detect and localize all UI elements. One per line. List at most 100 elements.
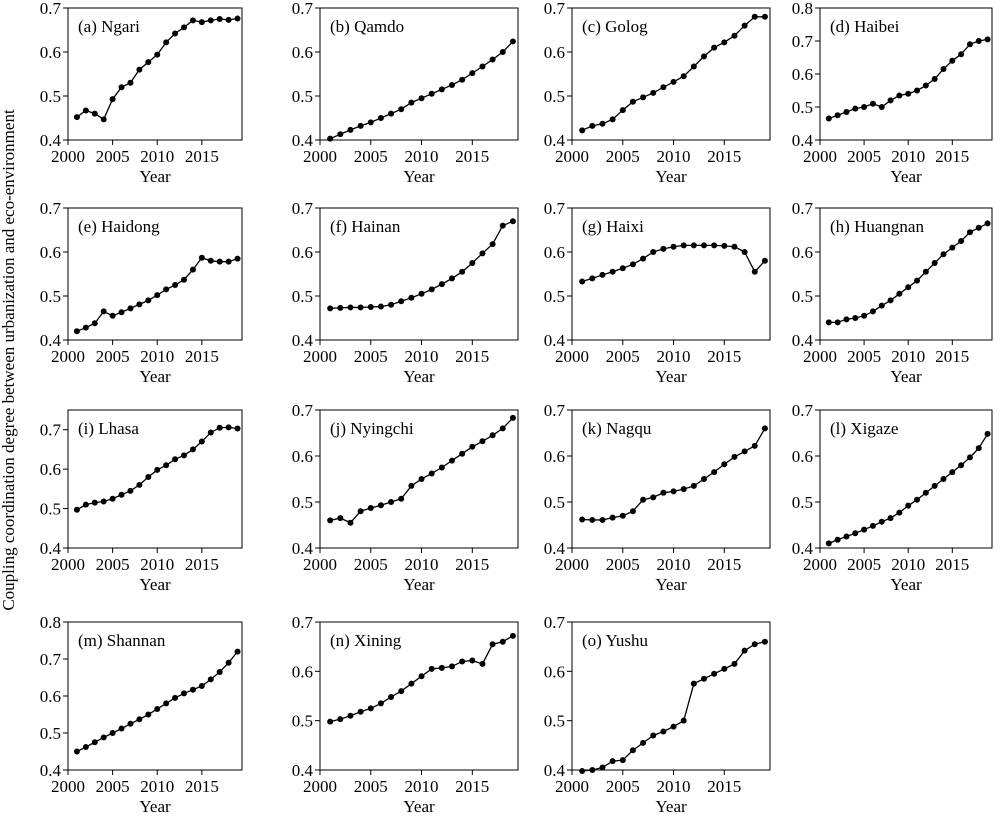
point	[438, 464, 445, 471]
point	[136, 301, 143, 308]
point	[975, 224, 982, 231]
point	[216, 668, 223, 675]
point	[377, 115, 384, 121]
point	[91, 739, 98, 746]
point	[905, 284, 912, 291]
point	[650, 494, 657, 501]
point	[499, 425, 506, 432]
point	[100, 308, 107, 315]
y-tick-label: 0.6	[544, 662, 565, 681]
point	[367, 504, 374, 511]
point	[509, 632, 516, 639]
point	[721, 242, 728, 249]
panel-title: (d) Haibei	[830, 17, 900, 36]
x-tick-label: 2010	[140, 555, 174, 574]
y-tick-label: 0.4	[544, 761, 566, 780]
panel-title: (j) Nyingchi	[330, 419, 414, 438]
point	[609, 116, 616, 123]
point	[337, 131, 344, 138]
x-axis-label: Year	[403, 575, 435, 594]
point	[216, 424, 223, 431]
x-tick-label: 2015	[935, 147, 969, 166]
y-tick-label: 0.4	[292, 331, 314, 350]
point	[127, 487, 134, 494]
point	[650, 732, 657, 739]
x-tick-label: 2015	[935, 347, 969, 366]
point	[82, 324, 89, 331]
point	[509, 38, 516, 45]
point	[680, 717, 687, 724]
x-axis-label: Year	[139, 367, 171, 386]
point	[489, 432, 496, 439]
x-tick-label: 2000	[51, 777, 85, 796]
x-axis-label: Year	[139, 575, 171, 594]
y-tick-label: 0.5	[544, 87, 565, 106]
point	[337, 716, 344, 723]
x-tick-label: 2005	[847, 147, 881, 166]
plot-frame	[319, 621, 519, 771]
panel-title: (c) Golog	[582, 17, 648, 36]
point	[109, 730, 116, 736]
x-tick-label: 2015	[455, 777, 489, 796]
point	[852, 105, 859, 112]
x-tick-label: 2000	[51, 347, 85, 366]
x-axis-label: Year	[139, 167, 171, 186]
point	[207, 676, 214, 683]
point	[73, 506, 80, 513]
point	[940, 251, 947, 258]
x-tick-label: 2000	[803, 555, 837, 574]
point	[609, 268, 616, 275]
point	[878, 302, 885, 309]
point	[711, 44, 718, 51]
x-tick-label: 2010	[891, 347, 925, 366]
point	[163, 39, 170, 46]
x-tick-label: 2005	[354, 147, 388, 166]
point	[408, 99, 415, 106]
point	[327, 135, 334, 142]
plot-frame	[571, 621, 771, 771]
y-tick-label: 0.4	[792, 131, 814, 150]
point	[154, 51, 161, 58]
x-tick-label: 2015	[707, 147, 741, 166]
line	[828, 222, 988, 324]
x-tick-label: 2005	[606, 777, 640, 796]
point	[337, 304, 344, 311]
y-tick-label: 0.5	[292, 493, 313, 512]
y-tick-label: 0.6	[544, 447, 565, 466]
y-tick-label: 0.7	[544, 401, 566, 420]
y-tick-label: 0.5	[40, 724, 61, 743]
point	[449, 663, 455, 670]
plot-frame	[67, 409, 243, 549]
x-tick-label: 2005	[606, 555, 640, 574]
y-tick-label: 0.5	[544, 493, 565, 512]
point	[701, 53, 707, 60]
panel-title: (f) Hainan	[330, 217, 401, 236]
plot-frame	[571, 7, 771, 141]
x-tick-label: 2015	[185, 347, 219, 366]
point	[914, 496, 921, 503]
point	[984, 220, 991, 227]
x-tick-label: 2010	[405, 347, 439, 366]
point	[958, 238, 965, 244]
point	[887, 515, 894, 522]
point	[887, 97, 894, 104]
x-tick-label: 2015	[707, 777, 741, 796]
point	[367, 705, 374, 712]
point	[861, 312, 868, 319]
point	[189, 17, 196, 24]
point	[680, 73, 687, 80]
point	[73, 328, 80, 335]
x-tick-label: 2005	[96, 555, 130, 574]
point	[127, 305, 134, 312]
point	[843, 316, 850, 323]
y-tick-label: 0.6	[544, 43, 565, 62]
y-tick-label: 0.7	[544, 613, 566, 632]
point	[207, 429, 214, 436]
point	[751, 268, 758, 275]
point	[834, 319, 841, 326]
point	[109, 312, 116, 319]
point	[731, 243, 738, 250]
y-tick-label: 0.6	[40, 43, 61, 62]
point	[619, 757, 626, 764]
point	[660, 489, 667, 496]
